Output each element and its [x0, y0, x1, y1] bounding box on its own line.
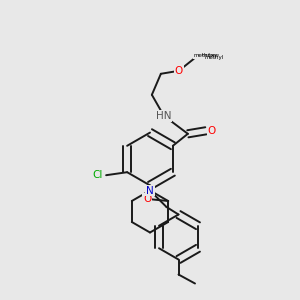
Text: methyl: methyl	[204, 55, 224, 60]
Text: N: N	[146, 185, 154, 196]
Text: O: O	[175, 66, 183, 76]
Text: O: O	[143, 194, 151, 204]
Text: O: O	[208, 126, 216, 136]
Text: methoxy: methoxy	[201, 53, 220, 57]
Text: Cl: Cl	[92, 170, 102, 180]
Text: methoxy: methoxy	[194, 53, 218, 58]
Text: O: O	[175, 66, 183, 76]
Text: HN: HN	[156, 111, 172, 121]
